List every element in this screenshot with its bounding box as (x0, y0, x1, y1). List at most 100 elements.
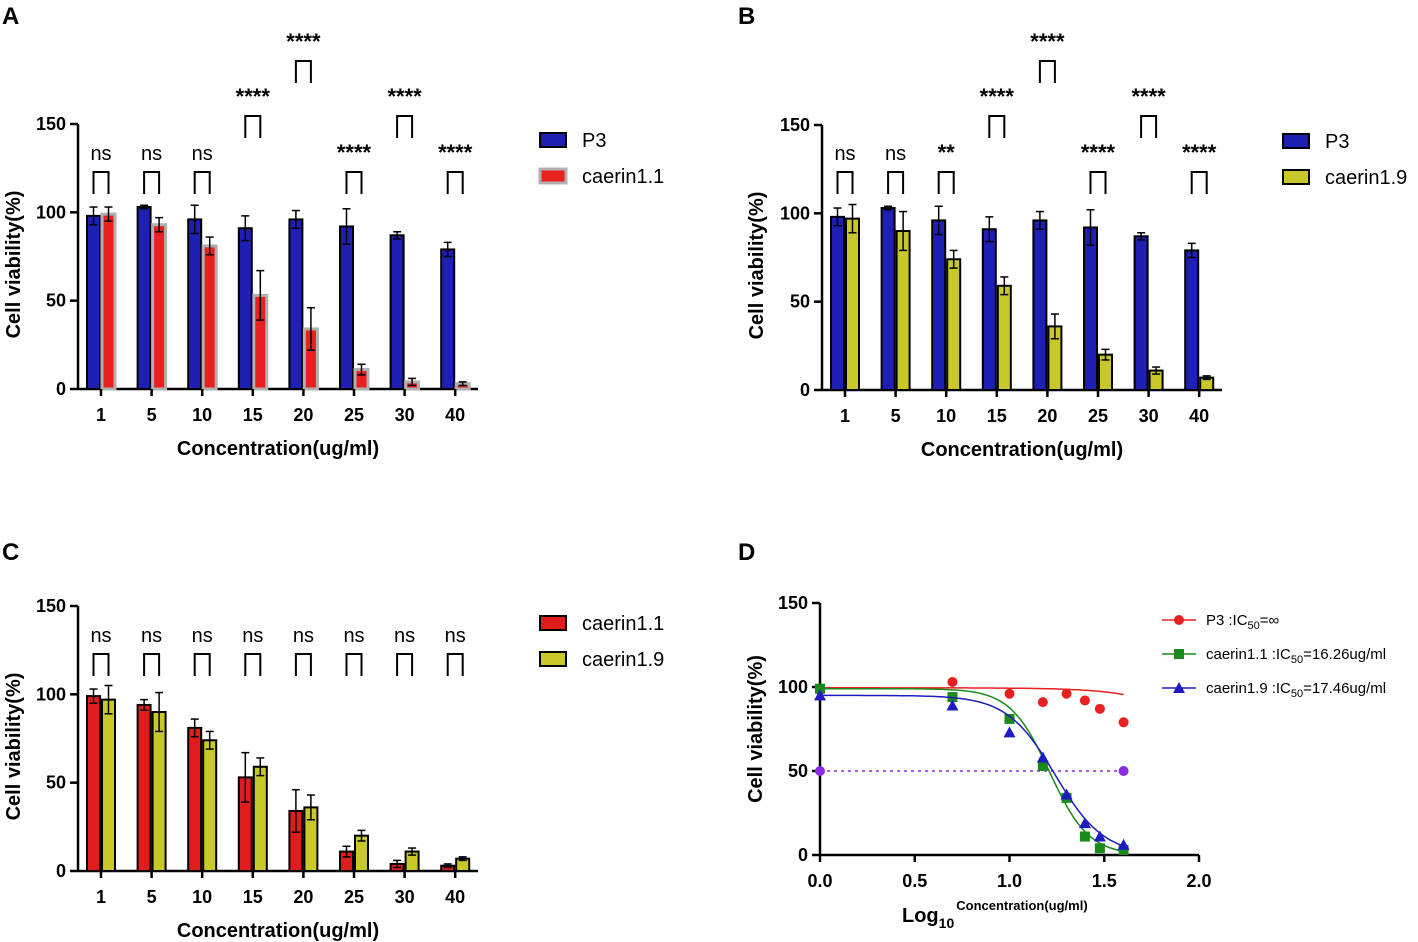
significance-bracket (887, 171, 905, 194)
fit-curve-caerin19 (820, 694, 1124, 847)
bar-caerin11-5 (151, 223, 168, 391)
significance-label: ns (343, 625, 364, 647)
panel-c-bar-chart: 0 50 100 150 1 ns 5 ns 10 ns 15 ns 20 ns 25 ns 30 ns 40 ns C… (3, 596, 664, 942)
legend-label: caerin1.1 (582, 613, 664, 635)
bar-caerin19-10 (202, 739, 218, 872)
x-tick-label: 1.0 (997, 871, 1022, 891)
significance-bracket (937, 171, 955, 194)
x-tick-label: 10 (192, 887, 212, 907)
data-point-caerin19 (946, 699, 959, 711)
panel-label-a: A (2, 3, 19, 30)
significance-label: ns (141, 625, 162, 647)
significance-bracket (446, 171, 464, 194)
legend-swatch-caerin11 (539, 615, 567, 631)
x-tick-label: 20 (1037, 406, 1057, 426)
data-point-caerin19 (1036, 751, 1049, 763)
data-point-caerin11 (1079, 831, 1090, 842)
y-tick-label: 150 (780, 115, 810, 135)
legend-swatch-p3 (539, 132, 567, 148)
x-axis-title: Concentration(ug/ml) (177, 438, 379, 460)
significance-label: ns (90, 625, 111, 647)
significance-label: ns (394, 625, 415, 647)
significance-label: ns (885, 143, 906, 165)
significance-label: ns (445, 625, 466, 647)
significance-label: ns (834, 143, 855, 165)
legend-ic50-subscript: 50 (1291, 654, 1303, 666)
data-point-caerin11 (1004, 713, 1015, 724)
legend-label: P3 (1325, 131, 1349, 153)
panel-label-b: B (738, 3, 755, 30)
fit-curve-p3 (820, 687, 1124, 696)
significance-label: ns (90, 143, 111, 165)
bar-caerin19-15 (996, 284, 1012, 391)
y-axis-title: Cell viability(%) (746, 192, 768, 340)
x-axis-title: Log10Concentration(ug/ml) (902, 898, 1088, 931)
x-tick-label: 1 (840, 406, 850, 426)
data-point-caerin11 (1118, 844, 1129, 855)
x-tick-label: 1 (96, 405, 106, 425)
bar-p3-5 (136, 206, 152, 390)
x-tick-label: 5 (147, 405, 157, 425)
x-tick-label: 20 (293, 887, 313, 907)
y-tick-label: 50 (46, 291, 66, 311)
significance-label: ns (141, 143, 162, 165)
data-point-p3 (1004, 688, 1015, 699)
significance-bracket (1140, 115, 1158, 138)
significance-bracket (143, 653, 161, 676)
legend-label-caerin19: caerin1.9:IC50=17.46ug/ml (1206, 680, 1386, 700)
significance-bracket (396, 653, 414, 676)
data-point-p3 (1037, 697, 1048, 708)
bar-caerin19-1 (101, 698, 116, 873)
legend-label: P3 (582, 130, 606, 152)
legend-marker-caerin19 (1173, 682, 1185, 693)
y-tick-label: 50 (790, 292, 810, 312)
significance-label: **** (1131, 84, 1166, 109)
bar-p3-15 (981, 228, 997, 391)
bar-p3-20 (288, 218, 304, 390)
bar-p3-20 (1032, 219, 1048, 391)
x-tick-label: 0.0 (807, 871, 832, 891)
y-tick-label: 150 (36, 114, 66, 134)
significance-label: ** (938, 140, 956, 165)
significance-label: **** (337, 140, 372, 165)
panel-label-c: C (2, 539, 19, 566)
y-tick-label: 50 (46, 773, 66, 793)
significance-label: **** (1081, 140, 1116, 165)
bar-caerin19-10 (946, 258, 962, 391)
y-tick-label: 0 (56, 379, 66, 399)
significance-label: **** (286, 29, 321, 54)
x-tick-label: 10 (936, 406, 956, 426)
data-point-p3 (1118, 717, 1129, 728)
y-tick-label: 150 (778, 593, 808, 613)
bar-p3-25 (1083, 226, 1098, 391)
legend-ic50-value: =17.46ug/ml (1303, 680, 1386, 697)
bar-p3-40 (1184, 249, 1200, 391)
x-tick-label: 30 (395, 405, 415, 425)
bar-caerin19-15 (252, 765, 268, 872)
x-tick-label: 40 (445, 405, 465, 425)
significance-label: **** (387, 84, 422, 109)
y-tick-label: 0 (798, 845, 808, 865)
significance-bracket (143, 171, 161, 194)
bar-caerin19-1 (845, 217, 860, 391)
data-point-caerin11 (1094, 843, 1105, 854)
x-tick-label: 25 (344, 405, 364, 425)
data-point-p3 (1079, 695, 1090, 706)
y-tick-label: 0 (800, 380, 810, 400)
significance-bracket (244, 115, 262, 138)
x-tick-label: 5 (891, 406, 901, 426)
legend-swatch-p3 (1282, 133, 1310, 149)
significance-bracket (345, 653, 363, 676)
y-tick-label: 100 (780, 203, 810, 223)
fit-curve-caerin11 (820, 687, 1124, 853)
bar-p3-5 (880, 207, 896, 391)
x-tick-label: 30 (1139, 406, 1159, 426)
data-point-p3 (1094, 703, 1105, 714)
legend-label-caerin11: caerin1.1:IC50=16.26ug/ml (1206, 646, 1386, 666)
x-tick-label: 1.5 (1092, 871, 1117, 891)
significance-bracket (244, 653, 262, 676)
legend-series-name: caerin1.1 (1206, 646, 1268, 663)
data-point-caerin19 (1117, 838, 1130, 850)
x-tick-label: 1 (96, 887, 106, 907)
